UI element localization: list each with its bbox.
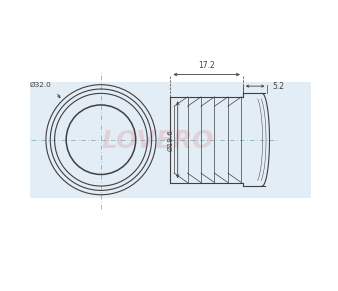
Text: LOVERO: LOVERO xyxy=(101,129,214,153)
Text: 17.2: 17.2 xyxy=(198,61,215,70)
Bar xyxy=(30,82,311,198)
Text: Ø19.6: Ø19.6 xyxy=(167,129,173,150)
Text: Ø32.0: Ø32.0 xyxy=(30,81,52,88)
Text: 5.2: 5.2 xyxy=(273,82,285,91)
